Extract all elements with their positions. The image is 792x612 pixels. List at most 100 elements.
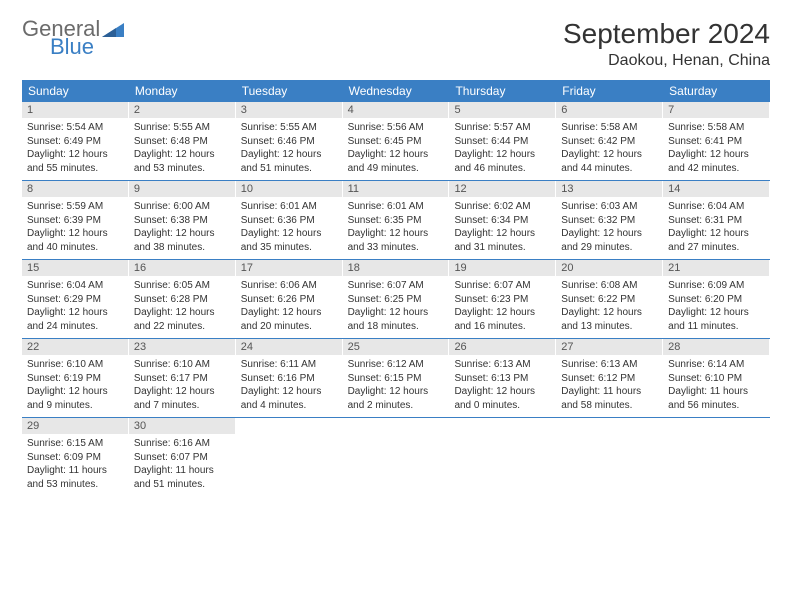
sunset-text: Sunset: 6:42 PM: [561, 135, 657, 149]
sunrise-text: Sunrise: 6:00 AM: [134, 200, 230, 214]
day-body: Sunrise: 6:15 AMSunset: 6:09 PMDaylight:…: [22, 434, 128, 496]
sunset-text: Sunset: 6:22 PM: [561, 293, 657, 307]
sunrise-text: Sunrise: 6:13 AM: [561, 358, 657, 372]
day-cell: 21Sunrise: 6:09 AMSunset: 6:20 PMDayligh…: [663, 260, 770, 338]
sunset-text: Sunset: 6:12 PM: [561, 372, 657, 386]
day-body: Sunrise: 6:04 AMSunset: 6:31 PMDaylight:…: [663, 197, 769, 259]
week-row: 1Sunrise: 5:54 AMSunset: 6:49 PMDaylight…: [22, 102, 770, 180]
day-number: 26: [449, 339, 555, 355]
day-cell: 22Sunrise: 6:10 AMSunset: 6:19 PMDayligh…: [22, 339, 129, 417]
daylight-text: Daylight: 12 hours and 24 minutes.: [27, 306, 123, 333]
day-body: Sunrise: 6:11 AMSunset: 6:16 PMDaylight:…: [236, 355, 342, 417]
day-cell: 25Sunrise: 6:12 AMSunset: 6:15 PMDayligh…: [343, 339, 450, 417]
day-cell: [343, 418, 450, 496]
daylight-text: Daylight: 12 hours and 49 minutes.: [348, 148, 444, 175]
day-number: 16: [129, 260, 235, 276]
sunrise-text: Sunrise: 6:15 AM: [27, 437, 123, 451]
sunset-text: Sunset: 6:49 PM: [27, 135, 123, 149]
sunset-text: Sunset: 6:35 PM: [348, 214, 444, 228]
day-body: Sunrise: 6:06 AMSunset: 6:26 PMDaylight:…: [236, 276, 342, 338]
daylight-text: Daylight: 12 hours and 35 minutes.: [241, 227, 337, 254]
sunset-text: Sunset: 6:10 PM: [668, 372, 764, 386]
sunset-text: Sunset: 6:34 PM: [454, 214, 550, 228]
day-number: 8: [22, 181, 128, 197]
daylight-text: Daylight: 12 hours and 20 minutes.: [241, 306, 337, 333]
day-number: 19: [449, 260, 555, 276]
sunset-text: Sunset: 6:16 PM: [241, 372, 337, 386]
day-cell: 5Sunrise: 5:57 AMSunset: 6:44 PMDaylight…: [449, 102, 556, 180]
sunset-text: Sunset: 6:13 PM: [454, 372, 550, 386]
sunrise-text: Sunrise: 6:08 AM: [561, 279, 657, 293]
day-number: 22: [22, 339, 128, 355]
day-number: 15: [22, 260, 128, 276]
sunset-text: Sunset: 6:20 PM: [668, 293, 764, 307]
sunrise-text: Sunrise: 6:04 AM: [27, 279, 123, 293]
sunset-text: Sunset: 6:31 PM: [668, 214, 764, 228]
location: Daokou, Henan, China: [563, 52, 770, 70]
day-number: 24: [236, 339, 342, 355]
sunrise-text: Sunrise: 6:01 AM: [348, 200, 444, 214]
day-cell: 30Sunrise: 6:16 AMSunset: 6:07 PMDayligh…: [129, 418, 236, 496]
dow-sun: Sunday: [22, 80, 129, 102]
day-body: Sunrise: 6:01 AMSunset: 6:35 PMDaylight:…: [343, 197, 449, 259]
sunset-text: Sunset: 6:36 PM: [241, 214, 337, 228]
day-number: 28: [663, 339, 769, 355]
day-body: Sunrise: 5:55 AMSunset: 6:48 PMDaylight:…: [129, 118, 235, 180]
daylight-text: Daylight: 12 hours and 4 minutes.: [241, 385, 337, 412]
day-cell: 24Sunrise: 6:11 AMSunset: 6:16 PMDayligh…: [236, 339, 343, 417]
sunrise-text: Sunrise: 5:55 AM: [241, 121, 337, 135]
sunrise-text: Sunrise: 6:04 AM: [668, 200, 764, 214]
dow-mon: Monday: [129, 80, 236, 102]
day-cell: [449, 418, 556, 496]
day-number: 18: [343, 260, 449, 276]
day-body: Sunrise: 5:58 AMSunset: 6:41 PMDaylight:…: [663, 118, 769, 180]
daylight-text: Daylight: 11 hours and 58 minutes.: [561, 385, 657, 412]
day-body: Sunrise: 6:01 AMSunset: 6:36 PMDaylight:…: [236, 197, 342, 259]
sunrise-text: Sunrise: 6:07 AM: [348, 279, 444, 293]
dow-sat: Saturday: [663, 80, 770, 102]
daylight-text: Daylight: 12 hours and 51 minutes.: [241, 148, 337, 175]
daylight-text: Daylight: 11 hours and 53 minutes.: [27, 464, 123, 491]
sunset-text: Sunset: 6:32 PM: [561, 214, 657, 228]
day-cell: 8Sunrise: 5:59 AMSunset: 6:39 PMDaylight…: [22, 181, 129, 259]
sunset-text: Sunset: 6:39 PM: [27, 214, 123, 228]
day-number: 12: [449, 181, 555, 197]
daylight-text: Daylight: 12 hours and 0 minutes.: [454, 385, 550, 412]
day-number: 4: [343, 102, 449, 118]
day-body: Sunrise: 6:16 AMSunset: 6:07 PMDaylight:…: [129, 434, 235, 496]
day-number: 5: [449, 102, 555, 118]
day-cell: 23Sunrise: 6:10 AMSunset: 6:17 PMDayligh…: [129, 339, 236, 417]
day-body: Sunrise: 6:04 AMSunset: 6:29 PMDaylight:…: [22, 276, 128, 338]
daylight-text: Daylight: 12 hours and 33 minutes.: [348, 227, 444, 254]
day-number: 25: [343, 339, 449, 355]
logo: General Blue: [22, 18, 124, 58]
day-body: Sunrise: 5:57 AMSunset: 6:44 PMDaylight:…: [449, 118, 555, 180]
day-cell: 28Sunrise: 6:14 AMSunset: 6:10 PMDayligh…: [663, 339, 770, 417]
day-number: 9: [129, 181, 235, 197]
logo-text-blue: Blue: [50, 36, 124, 58]
daylight-text: Daylight: 11 hours and 56 minutes.: [668, 385, 764, 412]
daylight-text: Daylight: 12 hours and 11 minutes.: [668, 306, 764, 333]
daylight-text: Daylight: 12 hours and 13 minutes.: [561, 306, 657, 333]
day-number: 3: [236, 102, 342, 118]
day-cell: 27Sunrise: 6:13 AMSunset: 6:12 PMDayligh…: [556, 339, 663, 417]
day-number: 13: [556, 181, 662, 197]
dow-fri: Friday: [556, 80, 663, 102]
day-body: Sunrise: 6:05 AMSunset: 6:28 PMDaylight:…: [129, 276, 235, 338]
day-cell: 4Sunrise: 5:56 AMSunset: 6:45 PMDaylight…: [343, 102, 450, 180]
dow-thu: Thursday: [449, 80, 556, 102]
day-body: Sunrise: 6:10 AMSunset: 6:17 PMDaylight:…: [129, 355, 235, 417]
day-cell: 14Sunrise: 6:04 AMSunset: 6:31 PMDayligh…: [663, 181, 770, 259]
day-body: Sunrise: 5:55 AMSunset: 6:46 PMDaylight:…: [236, 118, 342, 180]
day-cell: 15Sunrise: 6:04 AMSunset: 6:29 PMDayligh…: [22, 260, 129, 338]
sunrise-text: Sunrise: 5:54 AM: [27, 121, 123, 135]
sunset-text: Sunset: 6:26 PM: [241, 293, 337, 307]
sunset-text: Sunset: 6:38 PM: [134, 214, 230, 228]
day-cell: [663, 418, 770, 496]
daylight-text: Daylight: 12 hours and 22 minutes.: [134, 306, 230, 333]
sunset-text: Sunset: 6:41 PM: [668, 135, 764, 149]
sunrise-text: Sunrise: 5:55 AM: [134, 121, 230, 135]
day-body: Sunrise: 6:09 AMSunset: 6:20 PMDaylight:…: [663, 276, 769, 338]
sunrise-text: Sunrise: 5:59 AM: [27, 200, 123, 214]
logo-triangle-icon: [102, 23, 124, 37]
